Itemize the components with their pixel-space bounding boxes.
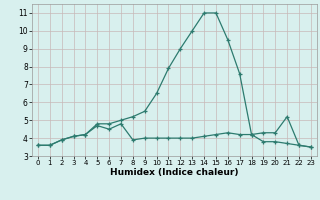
X-axis label: Humidex (Indice chaleur): Humidex (Indice chaleur) bbox=[110, 168, 239, 177]
